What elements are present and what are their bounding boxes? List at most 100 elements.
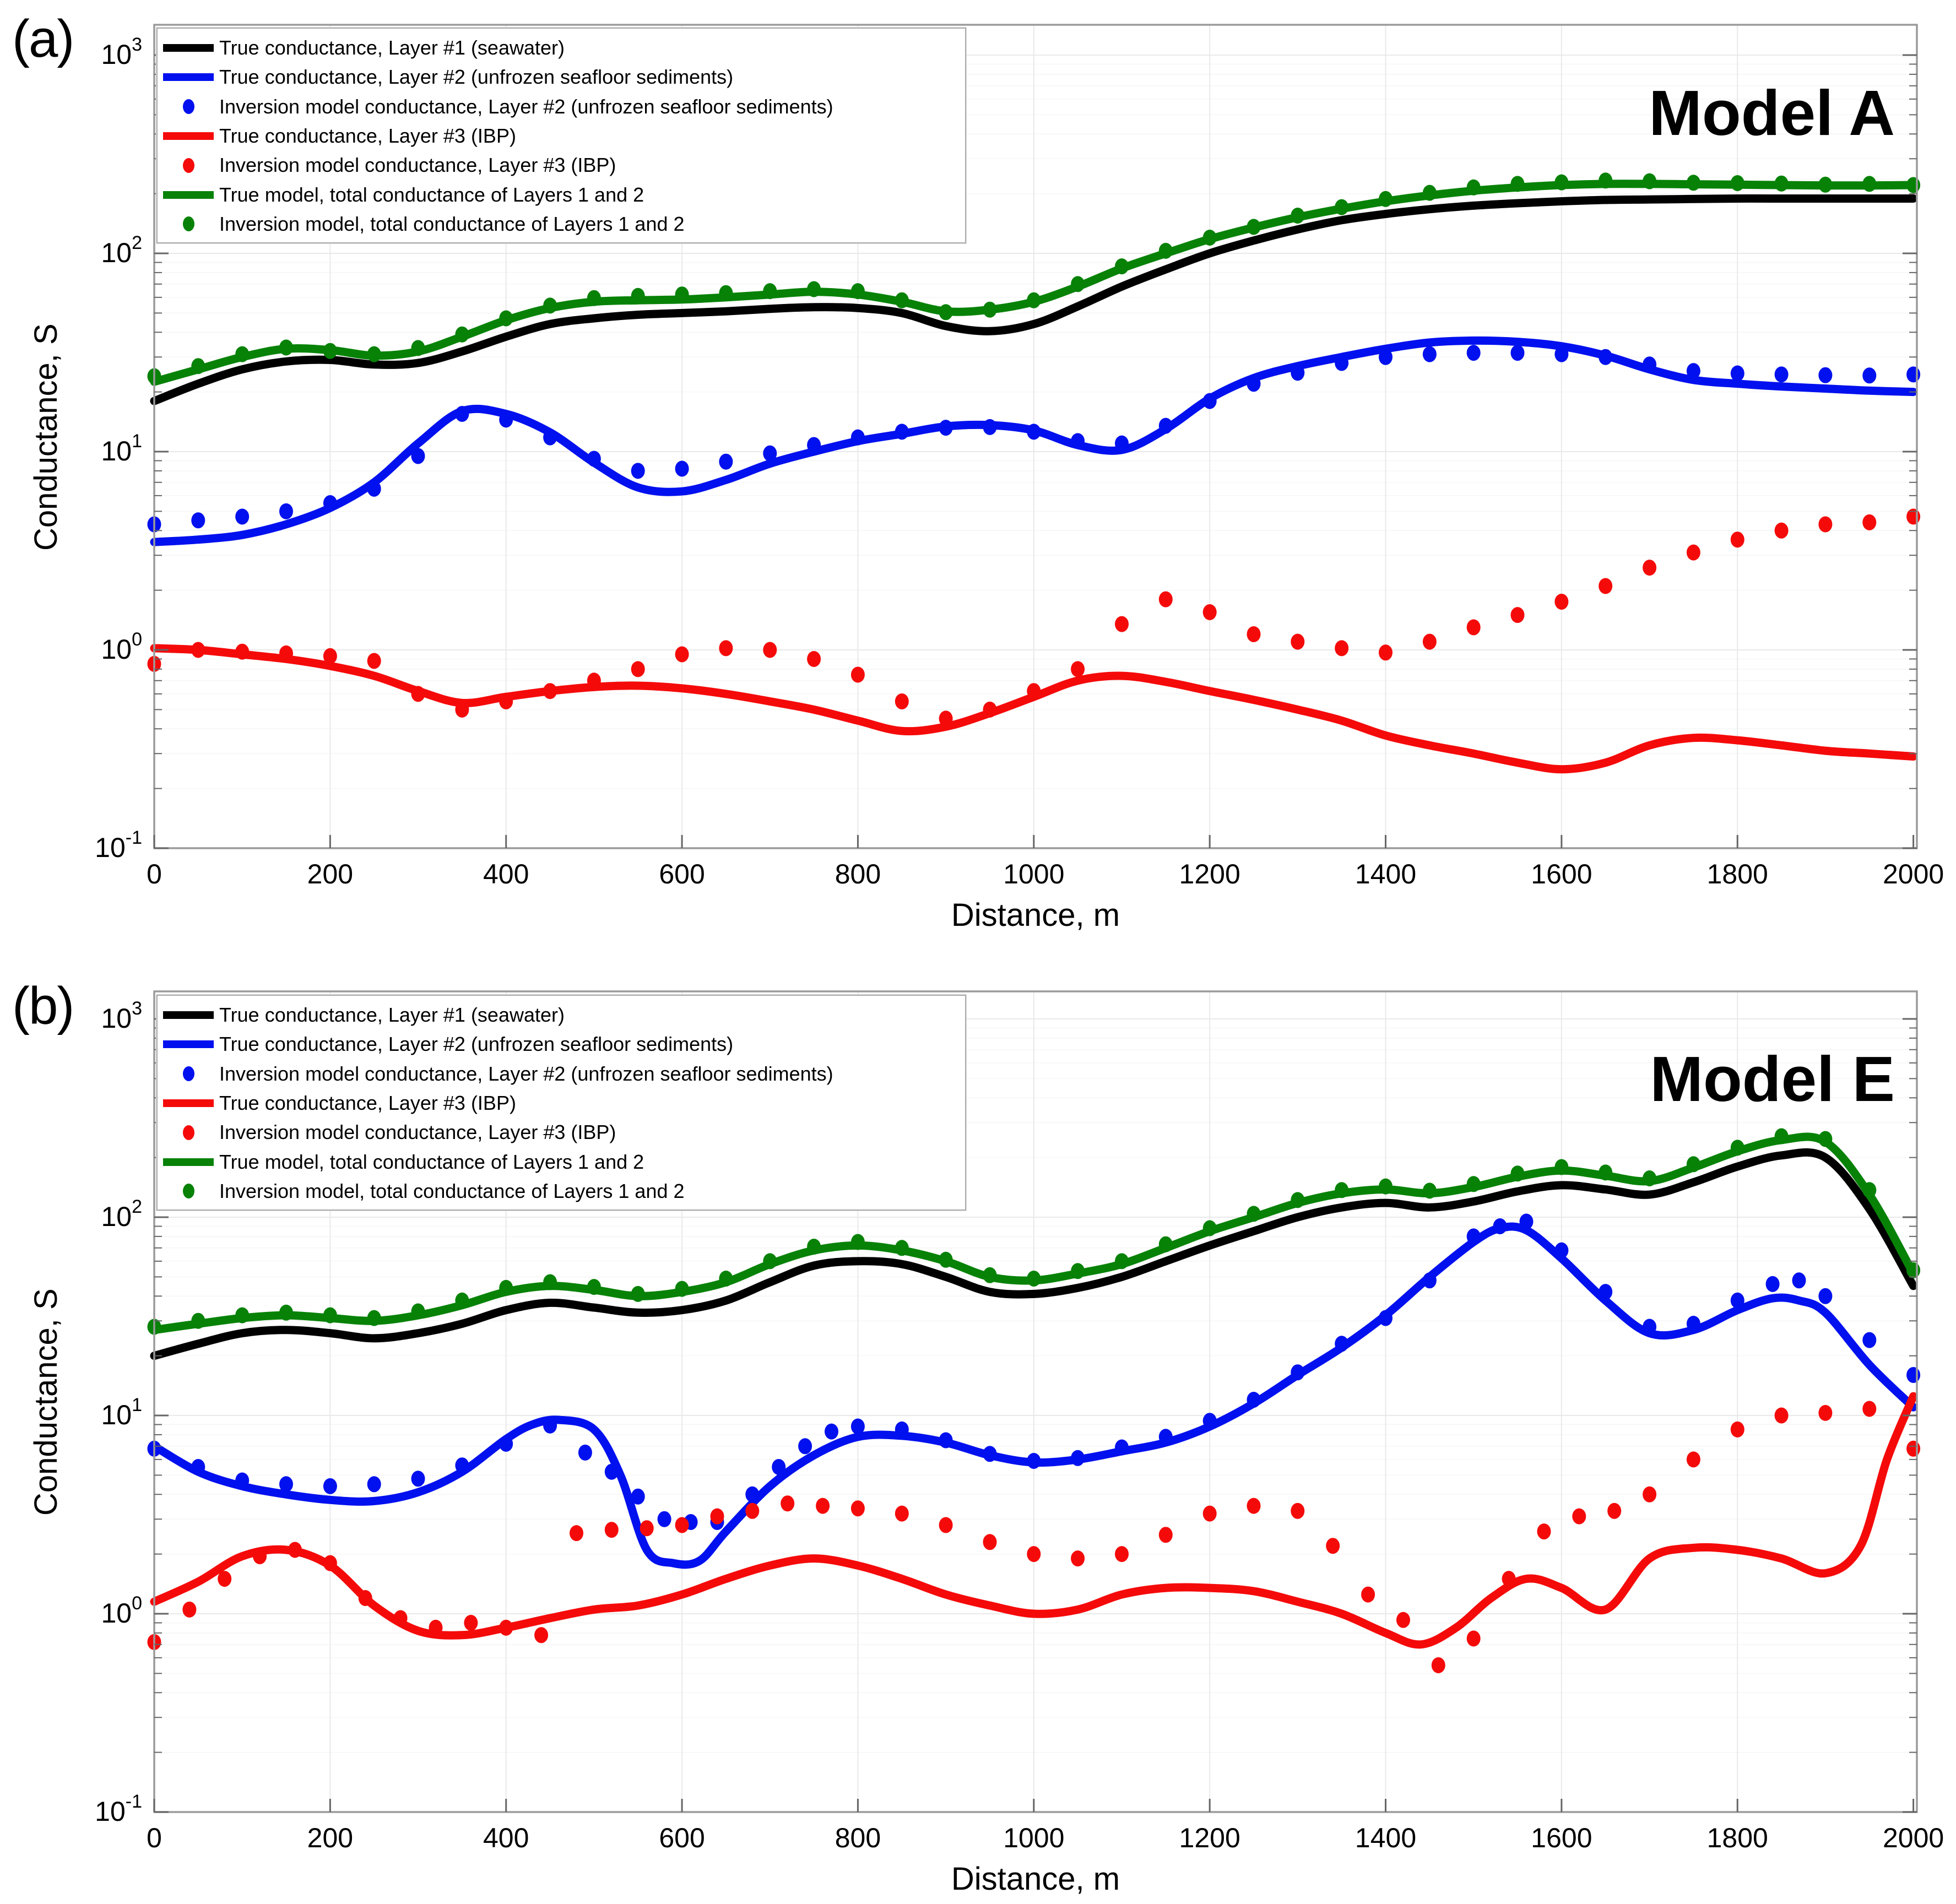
panel-a-minor-grid — [154, 63, 1917, 789]
legend-entry-layer2-true: True conductance, Layer #2 (unfrozen sea… — [158, 63, 965, 91]
svg-text:600: 600 — [659, 1822, 705, 1853]
panel-b-x-axis-label: Distance, m — [951, 1861, 1120, 1897]
svg-text:1600: 1600 — [1531, 1822, 1592, 1853]
legend-label: Inversion model, total conductance of La… — [219, 1179, 685, 1202]
svg-text:600: 600 — [659, 859, 705, 889]
svg-text:800: 800 — [835, 859, 881, 889]
legend-entry-total-true: True model, total conductance of Layers … — [158, 1148, 965, 1176]
svg-text:101: 101 — [101, 1395, 142, 1430]
svg-text:200: 200 — [307, 859, 353, 889]
legend-label: True conductance, Layer #3 (IBP) — [219, 124, 516, 147]
svg-text:1600: 1600 — [1531, 859, 1592, 889]
panel-b-minor-ticks — [154, 1027, 1917, 1753]
panel-a-title: Model A — [1649, 77, 1895, 149]
legend-label: Inversion model conductance, Layer #3 (I… — [219, 1121, 616, 1144]
svg-text:400: 400 — [483, 1822, 529, 1853]
legend-label: True conductance, Layer #1 (seawater) — [219, 36, 565, 59]
panel-b-series-total-inversion-dots — [147, 1128, 1921, 1335]
svg-text:1800: 1800 — [1707, 859, 1768, 889]
red-dot-marker-icon — [158, 1125, 219, 1140]
legend-entry-layer2-inversion: Inversion model conductance, Layer #2 (u… — [158, 93, 965, 121]
svg-text:1400: 1400 — [1355, 1822, 1416, 1853]
svg-text:10-1: 10-1 — [95, 1791, 142, 1827]
panel-b-y-tick-labels: 10-1 100 101 102 103 — [95, 998, 142, 1827]
panel-b-series-layer3-true-line — [150, 1392, 1918, 1649]
panel-b-legend: True conductance, Layer #1 (seawater) Tru… — [156, 995, 966, 1211]
blue-line-marker-icon — [158, 73, 219, 82]
svg-text:100: 100 — [101, 1593, 142, 1629]
legend-label: Inversion model conductance, Layer #3 (I… — [219, 154, 616, 177]
panel-b-x-tick-labels: 0 200 400 600 800 1000 1200 1400 1600 1800 2000 — [147, 1822, 1944, 1853]
svg-text:10-1: 10-1 — [95, 827, 142, 863]
svg-text:0: 0 — [147, 859, 162, 889]
panel-b-ticks — [153, 1018, 1917, 1813]
svg-text:100: 100 — [101, 629, 142, 665]
legend-entry-layer3-inversion: Inversion model conductance, Layer #3 (I… — [158, 151, 965, 179]
svg-text:1000: 1000 — [1003, 1822, 1064, 1853]
panel-b-plot: 0 200 400 600 800 1000 1200 1400 1600 1800 2000 10-… — [95, 990, 1944, 1853]
panel-a-series-total-inversion-dots — [147, 172, 1921, 384]
blue-line-marker-icon — [158, 1040, 219, 1049]
panel-b-frame — [153, 990, 1918, 1813]
panel-b-y-axis-label: Conductance, S — [28, 1288, 64, 1516]
legend-entry-total-inversion: Inversion model, total conductance of La… — [158, 1178, 965, 1205]
svg-text:103: 103 — [101, 34, 142, 70]
svg-text:1400: 1400 — [1355, 859, 1416, 889]
legend-entry-layer1-true: True conductance, Layer #1 (seawater) — [158, 34, 965, 62]
blue-dot-marker-icon — [158, 1066, 219, 1082]
legend-label: True model, total conductance of Layers … — [219, 1150, 644, 1173]
green-line-marker-icon — [158, 191, 219, 199]
svg-text:102: 102 — [101, 1196, 142, 1232]
blue-dot-marker-icon — [158, 99, 219, 115]
legend-entry-total-inversion: Inversion model, total conductance of La… — [158, 210, 965, 238]
legend-label: True model, total conductance of Layers … — [219, 183, 644, 206]
panel-a-series-layer1-true-line — [150, 194, 1918, 405]
svg-text:1200: 1200 — [1179, 1822, 1240, 1853]
legend-label: Inversion model conductance, Layer #2 (u… — [219, 95, 833, 118]
panel-a-series-layer2-inversion-dots — [147, 345, 1921, 533]
panel-b-series-layer1-true-line — [150, 1148, 1918, 1360]
panel-b-series-layer2-inversion-dots — [147, 1213, 1921, 1530]
legend-entry-layer3-true: True conductance, Layer #3 (IBP) — [158, 122, 965, 150]
panel-a-label: (a) — [12, 9, 74, 68]
legend-label: True conductance, Layer #1 (seawater) — [219, 1003, 565, 1026]
svg-text:200: 200 — [307, 1822, 353, 1853]
panel-b-series-layer2-true-line — [150, 1222, 1918, 1569]
legend-entry-layer3-true: True conductance, Layer #3 (IBP) — [158, 1089, 965, 1117]
panel-b-label: (b) — [12, 977, 74, 1035]
legend-label: True conductance, Layer #2 (unfrozen sea… — [219, 1033, 734, 1056]
legend-label: True conductance, Layer #3 (IBP) — [219, 1091, 516, 1114]
svg-text:1800: 1800 — [1707, 1822, 1768, 1853]
panel-a-y-tick-labels: 10-1 100 101 102 103 — [95, 34, 142, 863]
legend-entry-total-true: True model, total conductance of Layers … — [158, 181, 965, 209]
svg-text:1200: 1200 — [1179, 859, 1240, 889]
panel-a-major-grid — [154, 25, 1917, 848]
black-line-marker-icon — [158, 1011, 219, 1019]
red-line-marker-icon — [158, 132, 219, 140]
svg-text:0: 0 — [147, 1822, 162, 1853]
panel-a-y-axis-label: Conductance, S — [28, 323, 64, 551]
green-dot-marker-icon — [158, 216, 219, 232]
legend-label: Inversion model conductance, Layer #2 (u… — [219, 1062, 833, 1085]
panel-a-ticks — [153, 54, 1917, 849]
red-dot-marker-icon — [158, 158, 219, 173]
svg-text:1000: 1000 — [1003, 859, 1064, 889]
panel-a-legend: True conductance, Layer #1 (seawater) Tru… — [156, 28, 966, 243]
black-line-marker-icon — [158, 44, 219, 52]
svg-text:2000: 2000 — [1883, 1822, 1944, 1853]
legend-entry-layer3-inversion: Inversion model conductance, Layer #3 (I… — [158, 1119, 965, 1146]
panel-b-title: Model E — [1650, 1043, 1895, 1115]
panel-a-minor-ticks — [154, 63, 1917, 789]
svg-text:101: 101 — [101, 431, 142, 466]
panel-a-plot: 0 200 400 600 800 1000 1200 1400 1600 1800 2000 10-… — [95, 24, 1944, 889]
green-dot-marker-icon — [158, 1184, 219, 1199]
green-line-marker-icon — [158, 1158, 219, 1166]
svg-text:102: 102 — [101, 232, 142, 268]
panel-a-x-axis-label: Distance, m — [951, 897, 1120, 933]
legend-label: Inversion model, total conductance of La… — [219, 212, 685, 235]
svg-text:800: 800 — [835, 1822, 881, 1853]
legend-entry-layer1-true: True conductance, Layer #1 (seawater) — [158, 1001, 965, 1029]
panel-a-frame — [153, 24, 1918, 849]
